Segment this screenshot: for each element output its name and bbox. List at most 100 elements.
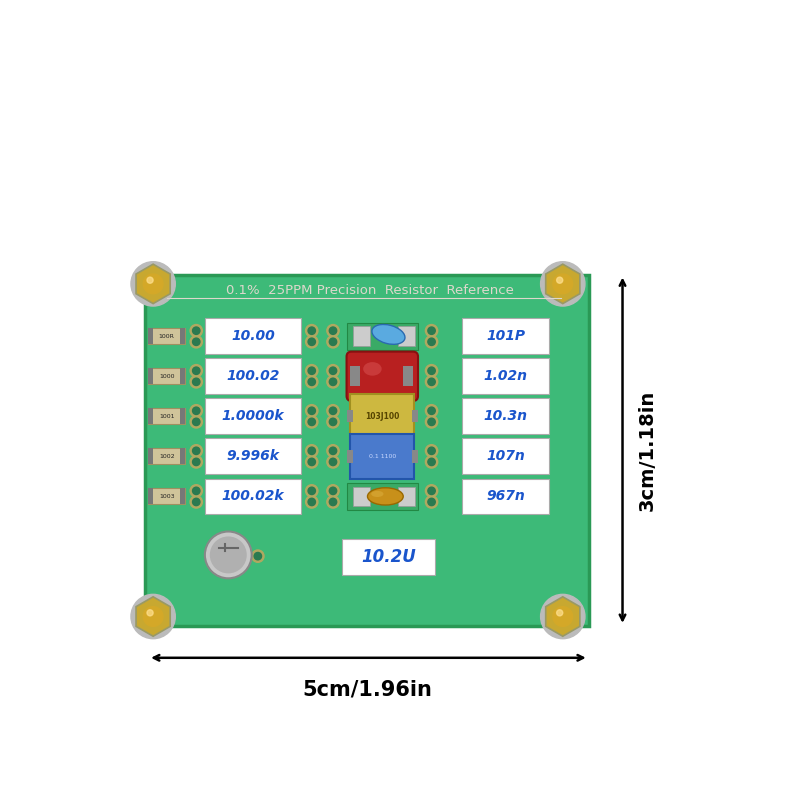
Bar xyxy=(398,326,415,346)
Circle shape xyxy=(330,487,337,494)
Circle shape xyxy=(330,418,337,426)
Circle shape xyxy=(306,485,318,497)
Text: 0.1%  25PPM Precision  Resistor  Reference: 0.1% 25PPM Precision Resistor Reference xyxy=(226,283,514,297)
Circle shape xyxy=(327,376,339,388)
Polygon shape xyxy=(546,264,580,303)
Text: 1001: 1001 xyxy=(159,414,174,419)
Circle shape xyxy=(330,327,337,334)
Circle shape xyxy=(426,496,438,508)
Circle shape xyxy=(306,445,318,457)
Circle shape xyxy=(308,498,315,506)
Circle shape xyxy=(308,407,315,414)
Polygon shape xyxy=(136,597,170,636)
Bar xyxy=(350,434,414,478)
Circle shape xyxy=(308,447,315,454)
Circle shape xyxy=(210,537,246,574)
Circle shape xyxy=(327,445,339,457)
Bar xyxy=(205,358,301,394)
Text: 9.996k: 9.996k xyxy=(226,450,279,463)
Circle shape xyxy=(428,338,435,346)
Circle shape xyxy=(306,405,318,417)
Circle shape xyxy=(327,405,339,417)
Circle shape xyxy=(308,418,315,426)
Circle shape xyxy=(131,594,175,638)
Circle shape xyxy=(190,325,202,337)
Circle shape xyxy=(308,327,315,334)
Circle shape xyxy=(131,262,175,306)
Circle shape xyxy=(190,416,202,428)
Circle shape xyxy=(327,336,339,348)
Circle shape xyxy=(428,498,435,506)
Bar xyxy=(148,328,153,344)
Circle shape xyxy=(193,418,200,426)
Bar xyxy=(148,328,185,344)
Bar xyxy=(462,478,549,514)
Bar xyxy=(346,410,353,422)
Circle shape xyxy=(193,338,200,346)
Circle shape xyxy=(190,336,202,348)
Circle shape xyxy=(306,496,318,508)
Circle shape xyxy=(306,416,318,428)
Bar xyxy=(412,450,418,462)
Text: 967n: 967n xyxy=(486,490,525,503)
Bar xyxy=(462,398,549,434)
Ellipse shape xyxy=(371,491,383,497)
Bar xyxy=(180,328,185,344)
Circle shape xyxy=(308,378,315,386)
Text: 100.02: 100.02 xyxy=(226,370,280,383)
Circle shape xyxy=(327,496,339,508)
Circle shape xyxy=(327,456,339,468)
Circle shape xyxy=(190,405,202,417)
Circle shape xyxy=(553,606,573,626)
Circle shape xyxy=(426,325,438,337)
Circle shape xyxy=(252,550,264,562)
Bar xyxy=(342,539,434,574)
Text: 10.2U: 10.2U xyxy=(361,548,416,566)
Bar xyxy=(412,410,418,422)
Circle shape xyxy=(541,262,585,306)
Bar xyxy=(346,450,353,462)
Circle shape xyxy=(330,378,337,386)
Text: 1.0000k: 1.0000k xyxy=(222,410,284,423)
Circle shape xyxy=(308,367,315,374)
Circle shape xyxy=(308,458,315,466)
Text: 1.02n: 1.02n xyxy=(483,370,527,383)
Circle shape xyxy=(193,447,200,454)
Circle shape xyxy=(193,378,200,386)
Circle shape xyxy=(190,485,202,497)
Bar xyxy=(148,408,153,424)
Circle shape xyxy=(193,498,200,506)
Bar xyxy=(148,368,153,384)
Bar xyxy=(350,394,414,440)
Bar xyxy=(346,322,418,350)
Circle shape xyxy=(327,365,339,377)
Circle shape xyxy=(190,365,202,377)
Text: 107n: 107n xyxy=(486,450,525,463)
Bar xyxy=(462,358,549,394)
Circle shape xyxy=(426,416,438,428)
Circle shape xyxy=(428,327,435,334)
Circle shape xyxy=(428,458,435,466)
Circle shape xyxy=(306,336,318,348)
Bar xyxy=(398,486,415,506)
Circle shape xyxy=(308,487,315,494)
Circle shape xyxy=(193,487,200,494)
Circle shape xyxy=(426,365,438,377)
Circle shape xyxy=(426,336,438,348)
Circle shape xyxy=(306,376,318,388)
Circle shape xyxy=(426,376,438,388)
Circle shape xyxy=(428,378,435,386)
Circle shape xyxy=(143,606,163,626)
Text: 100.02k: 100.02k xyxy=(222,490,284,503)
Circle shape xyxy=(306,325,318,337)
Circle shape xyxy=(330,498,337,506)
Bar xyxy=(180,448,185,464)
Circle shape xyxy=(193,327,200,334)
Circle shape xyxy=(190,496,202,508)
Text: 0.1 1100: 0.1 1100 xyxy=(369,454,396,459)
Circle shape xyxy=(306,456,318,468)
Text: 10.3n: 10.3n xyxy=(483,410,527,423)
Polygon shape xyxy=(136,264,170,303)
Bar xyxy=(148,448,185,464)
Bar xyxy=(148,448,153,464)
